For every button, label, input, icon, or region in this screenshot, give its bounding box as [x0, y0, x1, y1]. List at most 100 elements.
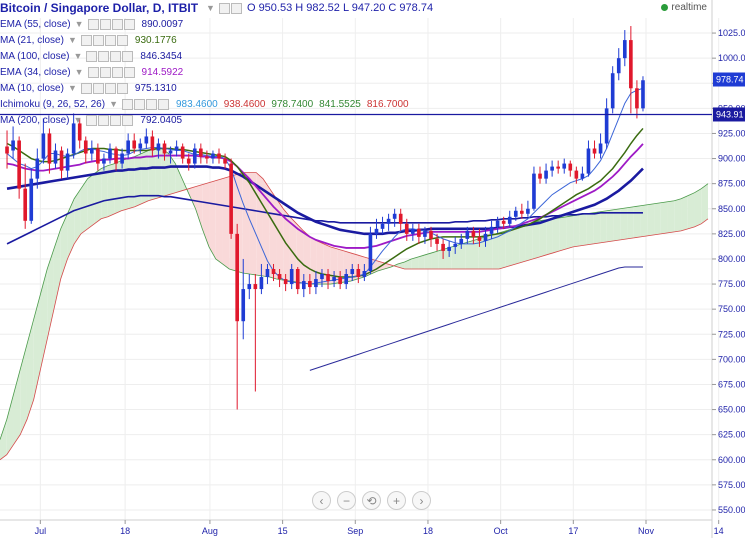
eye-icon[interactable] — [80, 82, 92, 94]
close-icon[interactable] — [157, 98, 169, 110]
settings-icon[interactable] — [92, 34, 104, 46]
add-icon[interactable] — [111, 18, 123, 30]
cloud-segment — [647, 203, 655, 236]
cloud-segment — [6, 394, 14, 455]
add-icon[interactable] — [145, 98, 157, 110]
candle — [538, 166, 542, 184]
indicator-name[interactable]: Ichimoku (9, 26, 52, 26) — [0, 98, 106, 110]
indicator-row[interactable]: MA (200, close) ▼ 792.0405 — [0, 112, 415, 128]
eye-icon[interactable] — [87, 66, 99, 78]
settings-icon[interactable] — [98, 50, 110, 62]
indicator-name[interactable]: MA (10, close) — [0, 82, 64, 94]
indicator-value: 792.0405 — [140, 114, 183, 126]
candle-body — [199, 148, 203, 157]
add-icon[interactable] — [110, 50, 122, 62]
candle-body — [326, 274, 330, 282]
indicator-row[interactable]: MA (10, close) ▼ 975.1310 — [0, 80, 415, 96]
zoom-in-icon[interactable]: + — [387, 491, 406, 510]
settings-icon[interactable] — [133, 98, 145, 110]
candle-body — [610, 73, 615, 109]
candle — [392, 208, 397, 227]
eye-icon[interactable] — [87, 18, 99, 30]
cloud-segment — [559, 216, 567, 251]
zoom-out-icon[interactable]: − — [337, 491, 356, 510]
candle-body — [429, 230, 433, 239]
y-tick-label: 800.00 — [718, 254, 745, 264]
close-icon[interactable] — [123, 18, 135, 30]
indicator-name[interactable]: EMA (34, close) — [0, 66, 71, 78]
indicator-row[interactable]: EMA (55, close) ▼ 890.0097 — [0, 16, 415, 32]
indicator-row[interactable]: MA (100, close) ▼ 846.3454 — [0, 48, 415, 64]
candle-body — [23, 188, 28, 221]
scroll-left-icon[interactable]: ‹ — [312, 491, 331, 510]
chevron-down-icon[interactable]: ▼ — [73, 51, 83, 61]
close-icon[interactable] — [122, 50, 134, 62]
chevron-down-icon[interactable]: ▼ — [74, 67, 84, 77]
candle-body — [229, 163, 233, 234]
candle — [65, 148, 70, 179]
candle-body — [144, 136, 149, 144]
candle-body — [338, 277, 342, 285]
chevron-down-icon[interactable]: ▼ — [74, 19, 84, 29]
cloud-segment — [242, 172, 250, 275]
add-icon[interactable] — [104, 34, 116, 46]
candle — [289, 263, 294, 290]
candle — [162, 140, 167, 161]
candle — [114, 146, 118, 171]
candle — [441, 238, 445, 259]
chevron-down-icon[interactable]: ▼ — [68, 83, 77, 93]
symbol-title[interactable]: Bitcoin / Singapore Dollar, D, ITBIT — [0, 1, 199, 15]
x-tick-label: Jul — [35, 526, 47, 536]
eye-icon[interactable] — [80, 34, 92, 46]
add-icon[interactable] — [111, 66, 123, 78]
candle — [253, 274, 258, 392]
cloud-segment — [451, 244, 459, 269]
close-icon[interactable] — [123, 66, 135, 78]
settings-icon[interactable] — [230, 2, 242, 14]
settings-icon[interactable] — [99, 66, 111, 78]
candle — [532, 166, 536, 211]
y-tick-label: 775.00 — [718, 279, 745, 289]
settings-icon[interactable] — [99, 18, 111, 30]
candle-body — [205, 156, 209, 159]
close-icon[interactable] — [122, 114, 134, 126]
chevron-down-icon[interactable]: ▼ — [109, 99, 118, 109]
add-icon[interactable] — [104, 82, 116, 94]
eye-icon[interactable] — [86, 114, 98, 126]
indicator-row[interactable]: MA (21, close) ▼ 930.1776 — [0, 32, 415, 48]
indicator-name[interactable]: MA (21, close) — [0, 34, 64, 46]
candle-body — [380, 223, 385, 229]
close-icon[interactable] — [116, 34, 128, 46]
last-price-label: 978.74 — [716, 75, 744, 85]
cloud-segment — [532, 220, 540, 259]
x-tick-label: 18 — [120, 526, 130, 536]
cloud-segment — [107, 163, 115, 217]
candle — [23, 163, 28, 229]
candle — [120, 148, 124, 169]
candle — [362, 263, 367, 282]
eye-icon[interactable] — [218, 2, 230, 14]
settings-icon[interactable] — [98, 114, 110, 126]
candle-body — [477, 236, 482, 241]
candle-body — [538, 173, 542, 179]
indicator-row[interactable]: EMA (34, close) ▼ 914.5922 — [0, 64, 415, 80]
indicator-name[interactable]: MA (100, close) — [0, 50, 70, 62]
reset-icon[interactable]: ⟲ — [362, 491, 381, 510]
chevron-down-icon[interactable]: ▼ — [73, 115, 83, 125]
cloud-segment — [155, 148, 162, 199]
candle-body — [435, 238, 439, 244]
add-icon[interactable] — [110, 114, 122, 126]
candle — [350, 263, 355, 282]
indicator-row[interactable]: Ichimoku (9, 26, 52, 26) ▼ 983.4600 938.460… — [0, 96, 415, 112]
settings-icon[interactable] — [92, 82, 104, 94]
candle — [404, 218, 409, 241]
indicator-name[interactable]: MA (200, close) — [0, 114, 70, 126]
close-icon[interactable] — [116, 82, 128, 94]
chevron-down-icon[interactable]: ▼ — [206, 3, 215, 13]
eye-icon[interactable] — [86, 50, 98, 62]
indicator-name[interactable]: EMA (55, close) — [0, 18, 71, 30]
eye-icon[interactable] — [121, 98, 133, 110]
chevron-down-icon[interactable]: ▼ — [68, 35, 77, 45]
scroll-right-icon[interactable]: › — [412, 491, 431, 510]
